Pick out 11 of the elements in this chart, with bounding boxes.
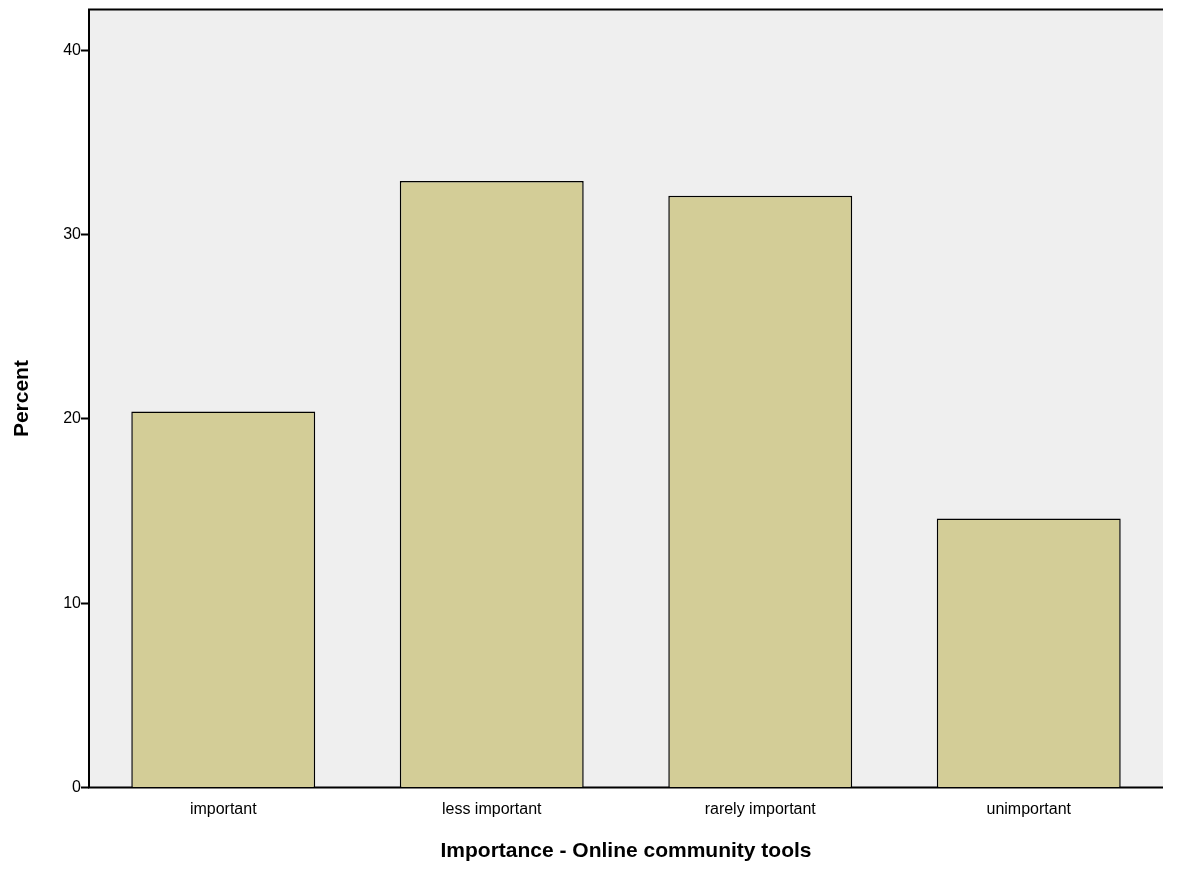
- y-axis-title: Percent: [9, 360, 33, 438]
- y-tick-label: 10: [63, 593, 82, 611]
- x-tick-label: important: [189, 799, 258, 817]
- x-tick-label: unimportant: [986, 799, 1072, 817]
- x-tick-label: rarely important: [704, 799, 817, 817]
- x-tick-label: less important: [441, 799, 543, 817]
- y-tick-label: 20: [63, 409, 82, 427]
- y-tick-label: 40: [63, 40, 82, 58]
- y-tick-label: 30: [63, 224, 82, 242]
- y-tick-label: 0: [72, 778, 82, 796]
- x-axis-title: Importance - Online community tools: [440, 838, 812, 862]
